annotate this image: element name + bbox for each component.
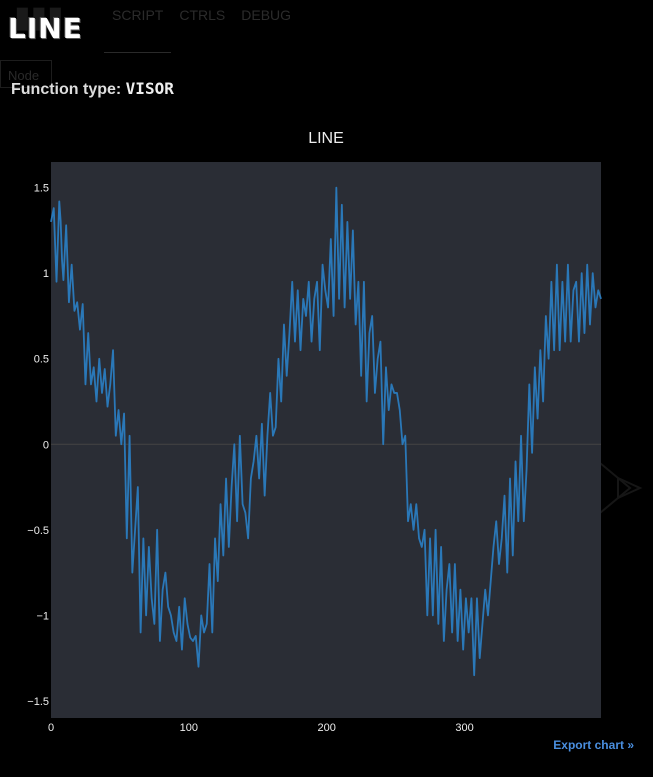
main-nav: SCRIPT CTRLS DEBUG <box>104 6 299 53</box>
tab-script[interactable]: SCRIPT <box>104 6 172 53</box>
arrow-icon <box>600 461 643 515</box>
logo-ghost: ▮▮▮ <box>14 0 64 35</box>
y-tick-label: 0 <box>43 439 49 451</box>
x-tick-label: 200 <box>318 722 336 734</box>
app-logo: LINE <box>8 12 83 45</box>
export-chart-link[interactable]: Export chart » <box>553 738 634 752</box>
function-type-label: Function type: VISOR <box>11 79 174 99</box>
tab-debug[interactable]: DEBUG <box>241 7 292 23</box>
tab-ctrls[interactable]: CTRLS <box>179 7 226 23</box>
y-tick-label: −0.5 <box>27 525 49 537</box>
function-type-caption: Function type: <box>11 81 122 98</box>
y-tick-label: 1 <box>43 268 49 280</box>
y-tick-label: −1 <box>36 610 49 622</box>
y-tick-label: 1.5 <box>34 183 49 195</box>
node-button[interactable]: Node <box>0 60 52 88</box>
y-tick-label: −1.5 <box>27 696 49 708</box>
series-line <box>50 186 602 677</box>
plot-area <box>51 162 601 718</box>
x-tick-label: 0 <box>48 722 54 734</box>
y-tick-label: 0.5 <box>34 354 49 366</box>
x-tick-label: 300 <box>455 722 473 734</box>
function-type-value: VISOR <box>125 79 174 98</box>
chart-title: LINE <box>308 130 344 147</box>
x-tick-label: 100 <box>180 722 198 734</box>
